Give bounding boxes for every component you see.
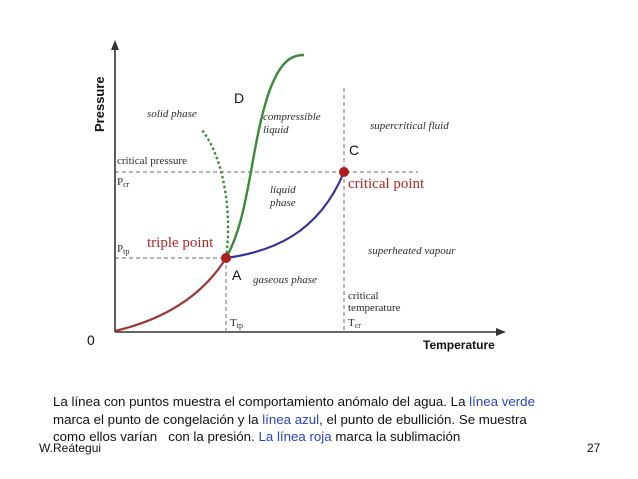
point-c-label: C <box>349 142 359 158</box>
point-a-label: A <box>232 267 242 283</box>
caption-text: , el punto de ebullición. Se muestra <box>319 411 527 427</box>
pcr-label: Pcr <box>117 176 130 189</box>
ptp-label: Ptp <box>117 243 129 256</box>
caption-text: como ellos varían con la presión. <box>53 429 259 444</box>
caption-line-1: La línea con puntos muestra el comportam… <box>53 393 613 411</box>
caption-line-2: marca el punto de congelación y la línea… <box>53 411 613 429</box>
caption-red-line-ref: La línea roja <box>258 429 332 444</box>
anomalous-water-line-dotted <box>201 129 230 259</box>
y-axis-label: Pressure <box>92 76 107 132</box>
caption-text: marca la sublimación <box>331 429 461 444</box>
superheated-vapour-label: superheated vapour <box>368 245 456 257</box>
compressible-liquid-label-1: compressible <box>263 111 321 123</box>
compressible-liquid-label-2: liquid <box>263 124 289 136</box>
page-number: 27 <box>587 441 601 455</box>
solid-phase-label: solid phase <box>147 108 197 120</box>
axes <box>114 48 498 333</box>
critical-point-marker <box>339 167 349 177</box>
origin-label: 0 <box>87 332 95 348</box>
caption-line-3: como ellos varían con la presión. La lín… <box>53 428 613 446</box>
sublimation-curve-red <box>114 257 227 333</box>
critical-point-label: critical point <box>348 176 425 192</box>
guide-lines <box>115 88 418 331</box>
critical-temperature-label-1: critical <box>348 290 379 302</box>
x-axis-arrow <box>496 328 506 336</box>
triple-point-marker <box>221 253 231 263</box>
supercritical-fluid-label: supercritical fluid <box>370 120 449 132</box>
fusion-curve-green <box>224 53 305 259</box>
caption-text: marca el punto de congelación y la <box>53 411 263 427</box>
triple-point-label: triple point <box>147 235 214 251</box>
x-axis-label: Temperature <box>423 338 495 352</box>
gaseous-phase-label: gaseous phase <box>253 274 317 286</box>
tcr-label: Tcr <box>348 317 361 330</box>
critical-pressure-label: critical pressure <box>117 155 187 167</box>
point-d-label: D <box>234 90 244 106</box>
caption-text: La línea con puntos muestra el comportam… <box>53 394 470 409</box>
liquid-phase-label-2: phase <box>269 197 296 209</box>
critical-temperature-label-2: temperature <box>348 302 401 314</box>
caption-blue-line-ref: línea azul <box>262 411 320 427</box>
author-footer: W.Reátegui <box>39 441 102 455</box>
caption-green-line-ref: línea verde <box>469 394 535 409</box>
y-axis-arrow <box>111 40 119 50</box>
liquid-phase-label-1: liquid <box>270 184 296 196</box>
caption: La línea con puntos muestra el comportam… <box>53 393 613 446</box>
vaporization-curve-blue <box>225 171 346 260</box>
ttp-label: Ttp <box>230 317 243 330</box>
